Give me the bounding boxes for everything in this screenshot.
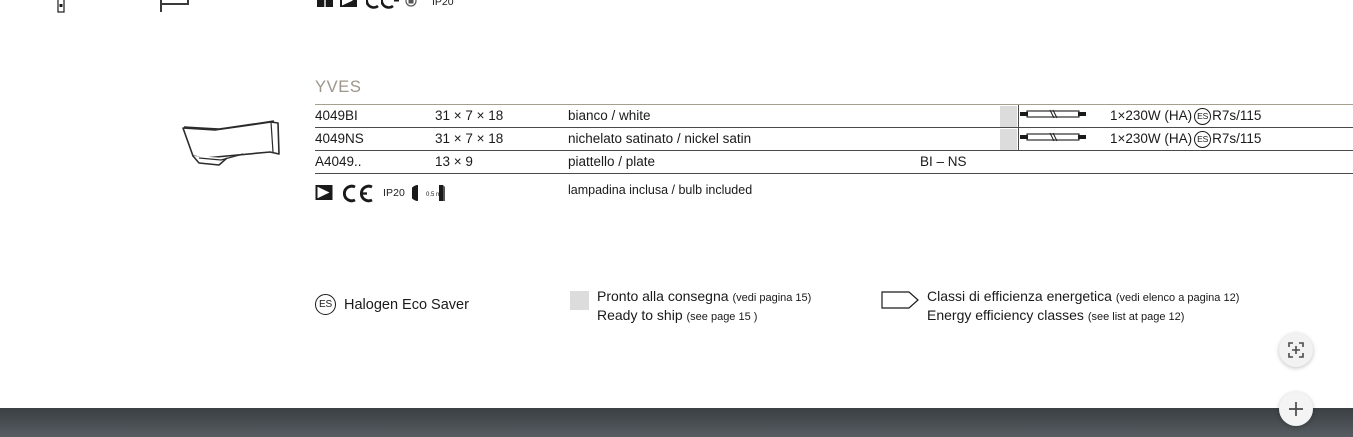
legend-class-en-sub: (see list at page 12) [1087,311,1185,323]
source-socket: R7s/115 [1212,108,1262,123]
ready-to-ship-swatch [1000,129,1017,150]
cell-ready-to-ship-swatch [1000,127,1018,151]
cell-code: 4049BI [315,104,435,128]
cell-lamp-symbol [1017,127,1110,151]
legend-class-it-main: Classi di efficienza energetica [927,288,1112,304]
cell-ready-to-ship-swatch [1000,150,1018,174]
product-family-title: YVES [315,78,362,96]
source-power: 1×230W (HA) [1110,108,1193,123]
legend-class-line-it: Classi di efficienza energetica (vedi el… [927,288,1239,307]
svg-text:0.5 m: 0.5 m [426,192,441,198]
legend-ship-line-it: Pronto alla consegna (vedi pagina 15) [597,288,811,307]
book-icon [317,0,333,7]
cell-light-source: 1×230W (HA) ES R7s/115 [1110,104,1353,128]
source-power: 1×230W (HA) [1110,131,1193,146]
top-row-ip-rating: IP20 [432,0,454,8]
cell-dimensions: 13 × 9 [435,150,568,174]
min-distance-0-5m-icon: 0.5 m [412,185,445,201]
surface-mount-icon [340,0,357,7]
legend-ready-to-ship: Pronto alla consegna (vedi pagina 15) Re… [570,288,811,326]
product-spec-table: 4049BI 31 × 7 × 18 bianco / white [315,104,1353,197]
legend-class-line-en: Energy efficiency classes (see list at p… [927,307,1239,326]
cell-lamp-symbol [1018,150,1110,174]
cell-finish [920,104,1000,128]
product-thumbnail-yves [182,120,280,166]
cell-dimensions: 31 × 7 × 18 [435,104,568,128]
table-row[interactable]: A4049.. 13 × 9 piattello / plate BI – NS [315,150,1353,174]
zoom-in-button[interactable] [1279,392,1313,426]
document-page: Classe II IP20 YVES 4049BI 31 × 7 × 18 b… [0,0,1353,326]
ready-to-ship-swatch [1000,106,1017,127]
fit-to-screen-button[interactable] [1279,333,1313,367]
legend-ship-line-en: Ready to ship (see page 15 ) [597,307,811,326]
ip-rating-label: IP20 [383,187,405,199]
cell-finish [920,127,1000,151]
legend-energy-efficiency: Classi di efficienza energetica (vedi el… [881,288,1239,326]
cell-ready-to-ship-swatch [1000,104,1018,128]
ce-mark-icon-2 [381,0,399,9]
legend-halogen-eco-saver: ES Halogen Eco Saver [315,294,469,315]
cell-light-source: 1×230W (HA) ES R7s/115 [1110,127,1353,151]
cell-dimensions: 31 × 7 × 18 [435,127,568,151]
flag-mount-icon [160,0,189,12]
legend-ship-it-main: Pronto alla consegna [597,288,729,304]
product-icon-strip: IP20 0.5 m [315,181,446,205]
cell-description: piattello / plate [568,150,920,174]
bulb-included-note: lampadina inclusa / bulb included [568,183,753,197]
class-ii-icon [57,0,65,13]
cell-code: 4049NS [315,127,435,151]
source-socket: R7s/115 [1212,131,1262,146]
linear-halogen-r7s-icon [1019,132,1086,142]
plus-icon [1289,402,1303,416]
cell-light-source [1110,150,1353,174]
ce-mark-icon [366,0,379,9]
linear-halogen-r7s-icon [1019,109,1086,119]
legend-class-en-main: Energy efficiency classes [927,307,1084,323]
legend-ship-en-main: Ready to ship [597,307,683,323]
cell-description: nichelato satinato / nickel satin [568,127,920,151]
fit-to-screen-icon [1288,342,1304,358]
surface-mount-icon [315,185,333,200]
table-row[interactable]: 4049BI 31 × 7 × 18 bianco / white [315,104,1353,128]
viewer-bottom-bar [0,408,1353,437]
legend-ship-en-sub: (see page 15 ) [686,311,758,323]
legend-eco-label: Halogen Eco Saver [344,296,469,313]
eco-saver-badge: ES [1194,107,1212,125]
cell-finish: BI – NS [920,150,1000,174]
previous-product-row-cropped: Classe II IP20 [0,0,1353,16]
legend-ship-it-sub: (vedi pagina 15) [732,292,812,304]
eco-saver-badge: ES [1194,130,1212,148]
cell-lamp-symbol [1017,104,1110,128]
legend-class-it-sub: (vedi elenco a pagina 12) [1115,292,1240,304]
energy-class-arrow-icon [881,291,919,309]
cell-code: A4049.. [315,150,435,174]
ready-to-ship-swatch [570,291,589,310]
ce-mark-icon [343,184,373,202]
table-row[interactable]: 4049NS 31 × 7 × 18 nichelato satinato / … [315,127,1353,151]
eco-saver-badge: ES [315,294,336,315]
table-bottom-rule [315,173,1353,197]
class-ii-double-square-icon: Classe II [405,0,417,7]
cell-description: bianco / white [568,104,920,128]
